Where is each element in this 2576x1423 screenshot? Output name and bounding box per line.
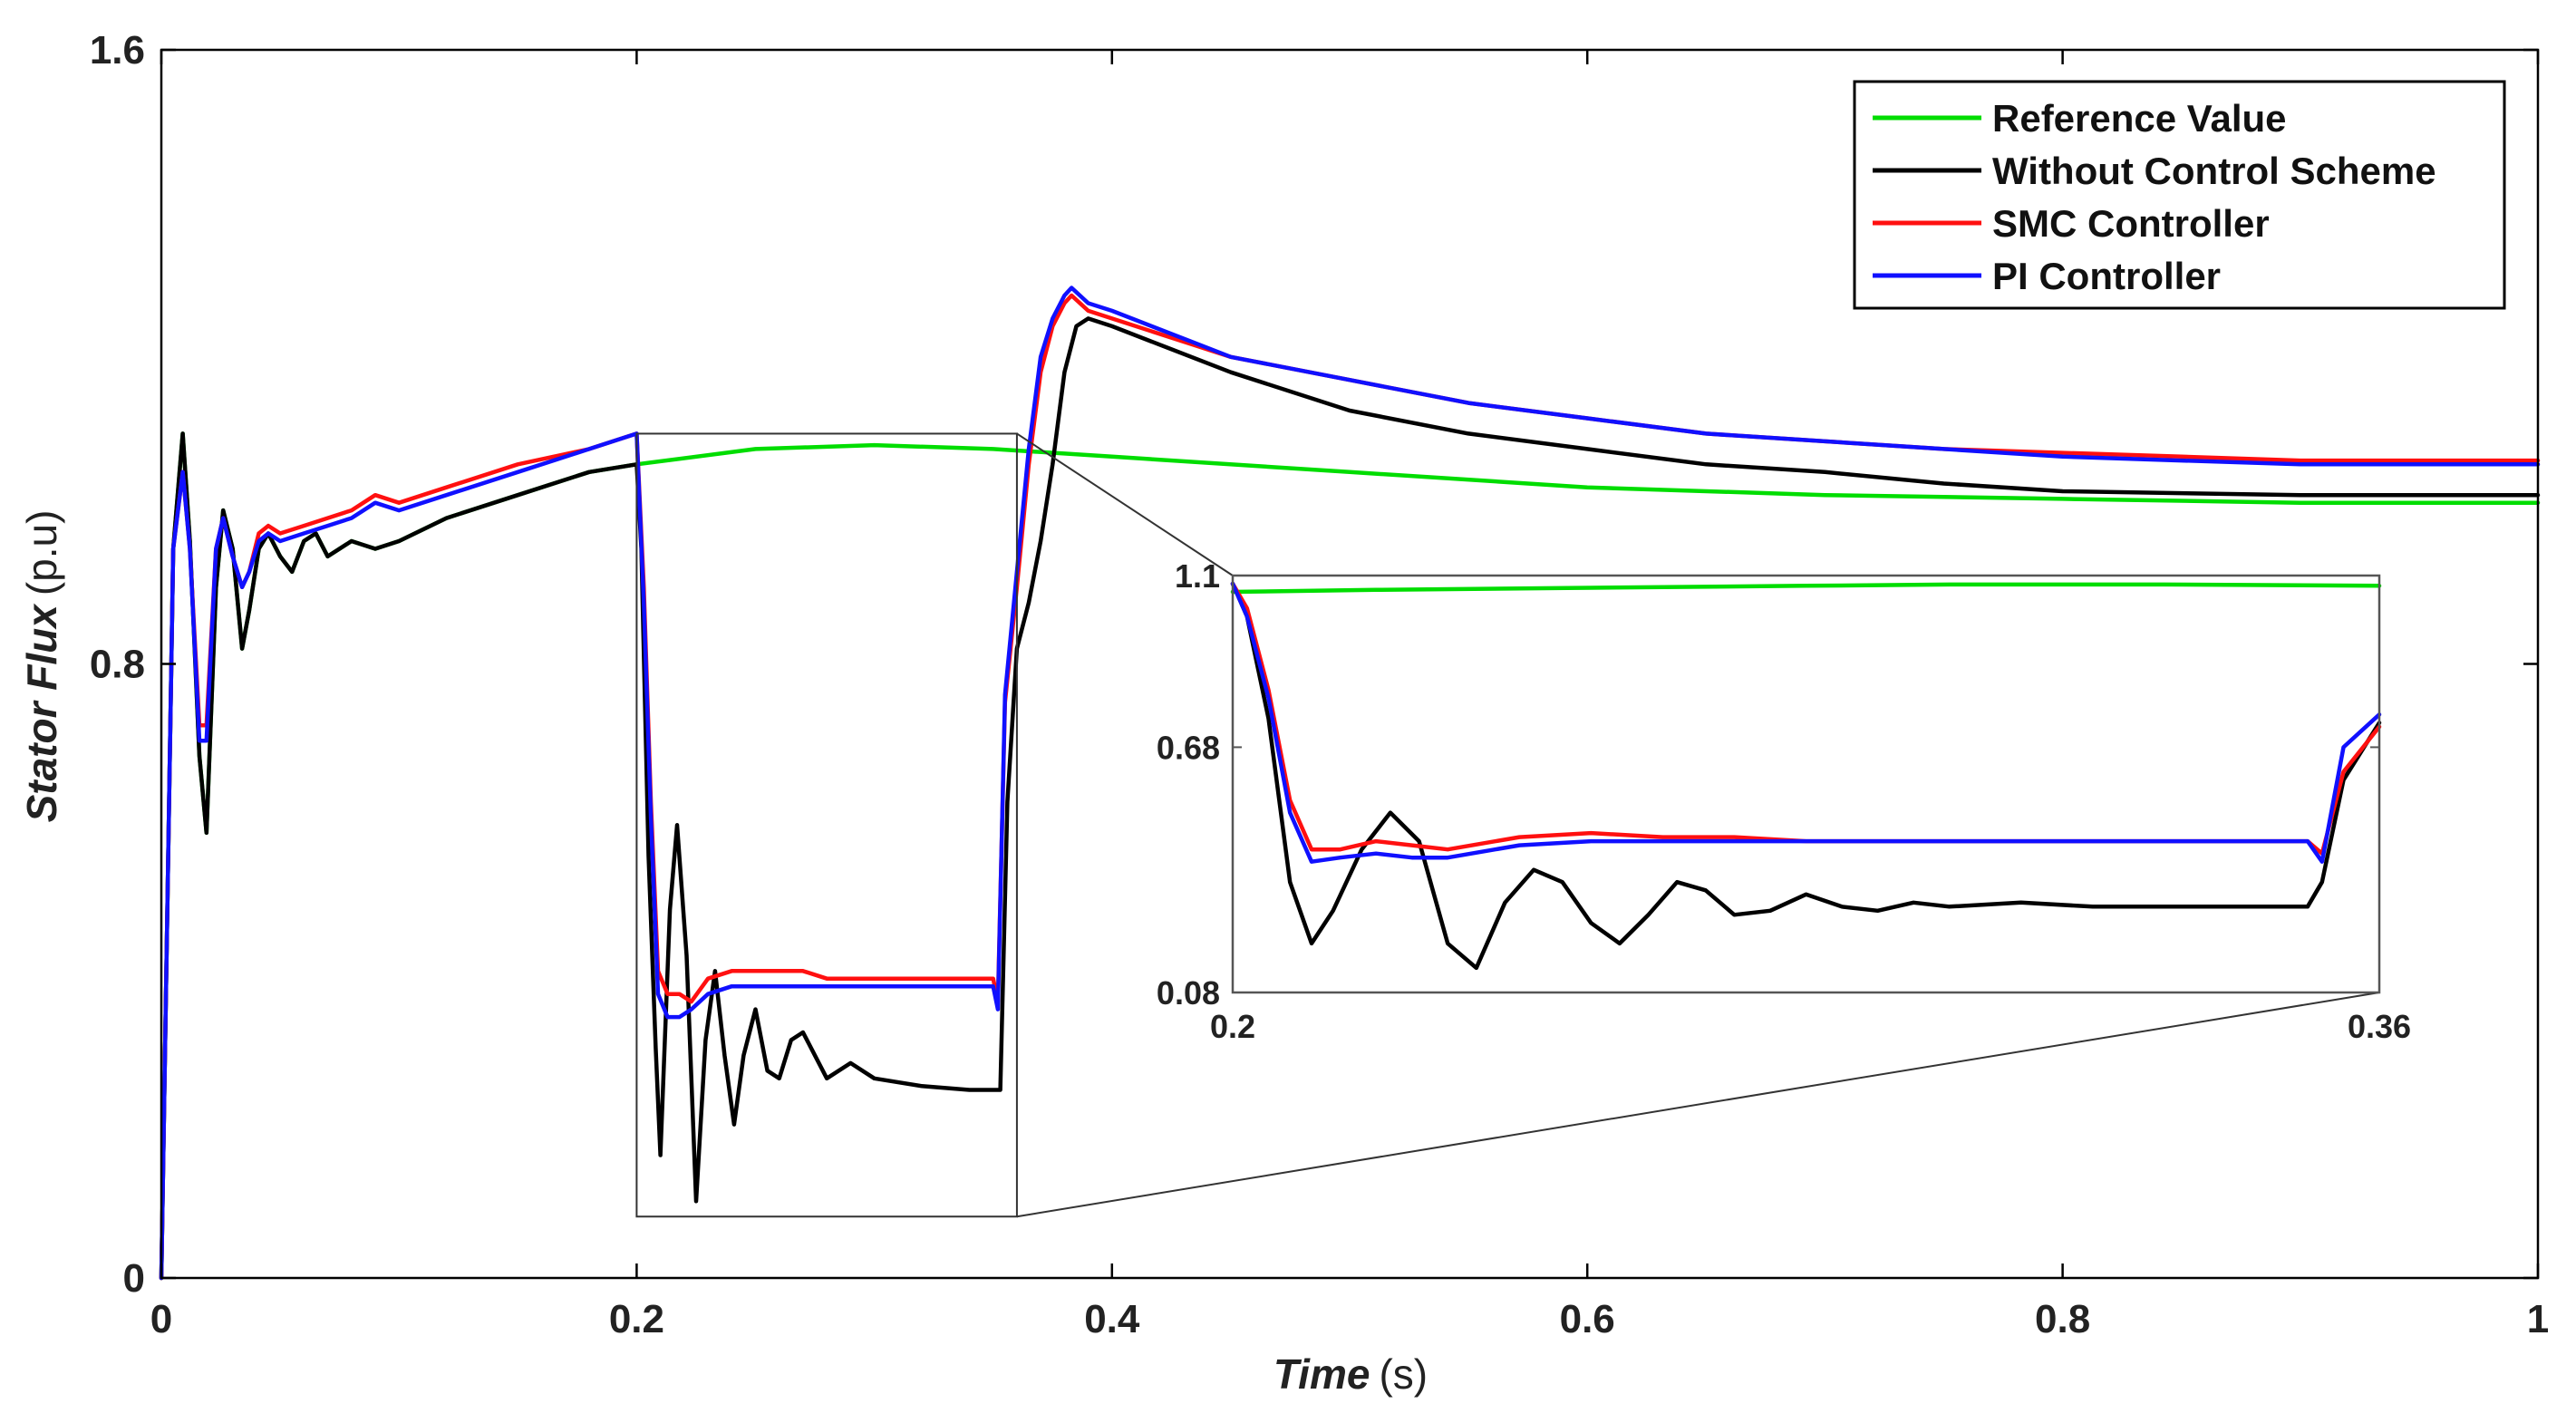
main-x-tick-label: 0.6 [1560, 1297, 1615, 1341]
main-x-tick-label: 0.8 [2035, 1297, 2090, 1341]
inset-x-tick-label: 0.36 [2348, 1008, 2411, 1045]
main-series-line-4 [159, 286, 2541, 1281]
inset-plot-frame [1231, 574, 2381, 994]
legend-label-1: Reference Value [1992, 97, 2287, 140]
inset-y-ticks: 0.08 0.68 1.1 [1157, 557, 2379, 1012]
inset-series-lines [1230, 581, 2382, 971]
x-axis-label-text: Time [1273, 1350, 1370, 1398]
y-axis-label: Stator Flux (p.u) [18, 510, 65, 823]
inset-y-tick-label: 0.68 [1157, 729, 1220, 766]
x-axis-label-unit: (s) [1379, 1350, 1428, 1398]
main-x-tick-label: 0.2 [609, 1297, 664, 1341]
y-axis-label-unit: (p.u) [18, 510, 65, 596]
y-axis-label-text: Stator Flux [18, 603, 65, 823]
main-y-tick-label: 1.6 [90, 28, 145, 73]
main-y-ticks: 0 0.8 1.6 [90, 28, 2538, 1301]
inset-series-line-4 [1230, 581, 2382, 864]
legend-label-4: PI Controller [1992, 255, 2221, 297]
zoom-connector-bottom [1016, 992, 2380, 1218]
main-x-tick-label: 1 [2527, 1297, 2549, 1341]
legend-label-2: Without Control Scheme [1992, 150, 2436, 192]
zoom-guides [635, 432, 2380, 1218]
main-x-tick-label: 0.4 [1084, 1297, 1140, 1341]
main-x-tick-label: 0 [150, 1297, 172, 1341]
inset-background [1233, 576, 2379, 992]
zoom-connector-top [1016, 432, 1234, 576]
inset-y-tick-label: 1.1 [1175, 557, 1220, 595]
main-plot: 0 0.2 0.4 0.6 0.8 1 0 0.8 1.6 [90, 28, 2549, 1341]
main-x-ticks: 0 0.2 0.4 0.6 0.8 1 [150, 50, 2549, 1341]
main-y-tick-label: 0.8 [90, 643, 145, 687]
legend-items: Reference Value Without Control Scheme SMC… [1873, 97, 2436, 297]
inset-series-line-1 [1230, 582, 2382, 595]
zoom-region-box [635, 432, 1018, 1218]
main-series-lines [159, 286, 2541, 1281]
legend-label-3: SMC Controller [1992, 202, 2270, 245]
legend: Reference Value Without Control Scheme SMC… [1853, 80, 2506, 310]
inset-series-line-2 [1230, 581, 2382, 971]
main-series-line-2 [159, 316, 2541, 1281]
inset-plot: 0.2 0.36 0.08 0.68 1.1 [1157, 557, 2411, 1045]
main-y-tick-label: 0 [123, 1256, 145, 1301]
x-axis-label: Time (s) [1273, 1350, 1428, 1398]
inset-x-ticks: 0.2 0.36 [1210, 1008, 2411, 1045]
inset-y-tick-label: 0.08 [1157, 974, 1220, 1012]
inset-x-tick-label: 0.2 [1210, 1008, 1255, 1045]
